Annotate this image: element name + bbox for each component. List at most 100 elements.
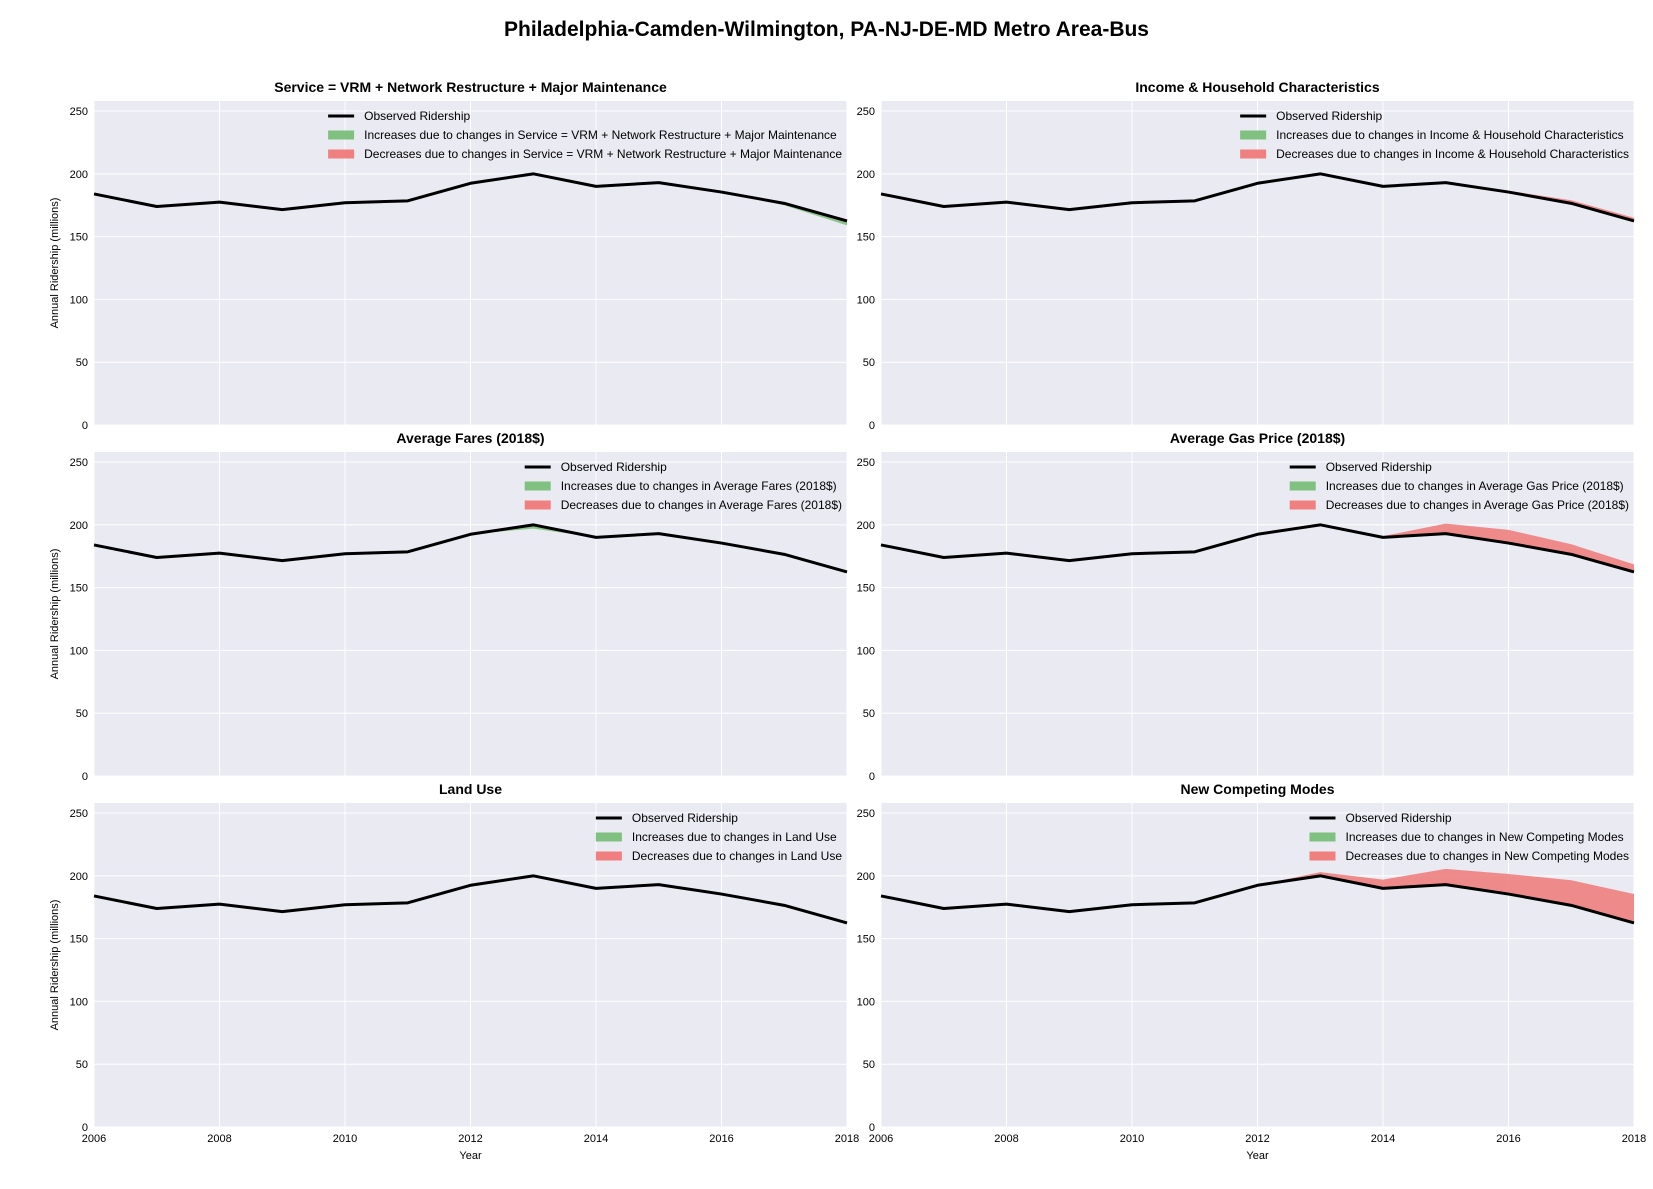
y-tick-label: 250 [70,457,88,469]
observed-ridership-line [880,874,1635,925]
legend-decrease-swatch [595,851,622,861]
y-tick-label: 200 [857,520,875,532]
x-tick-label: 2010 [333,1133,357,1145]
legend-label: Observed Ridership [364,109,470,123]
subplot-1: 0 50 100 150 200 250 Annual Ridership (million… [49,79,848,432]
y-tick-label: 50 [76,357,88,369]
y-tick-label: 100 [70,996,88,1008]
subplot-2: 0 50 100 150 200 250 Income & Household Charac… [857,79,1635,432]
y-tick-label: 250 [857,106,875,118]
legend-label: Observed Ridership [632,811,738,825]
x-tick-label: 2008 [207,1133,231,1145]
legend: Observed Ridership Increases due to chang… [328,109,842,161]
x-tick-label: 2008 [994,1133,1018,1145]
subplot-title: Average Gas Price (2018$) [1170,430,1345,446]
y-tick-label: 150 [70,934,88,946]
legend-increase-swatch [595,832,622,842]
legend: Observed Ridership Increases due to chang… [595,811,842,863]
legend-increase-swatch [328,130,355,140]
y-tick-label: 100 [857,645,875,657]
y-axis-label: Annual Ridership (millions) [49,549,61,680]
legend-label: Increases due to changes in New Competin… [1346,830,1624,844]
legend-label: Decreases due to changes in Land Use [632,849,842,863]
y-tick-label: 100 [70,645,88,657]
legend-decrease-swatch [1309,851,1336,861]
figure-title: Philadelphia-Camden-Wilmington, PA-NJ-DE… [503,18,1149,41]
y-tick-label: 0 [869,771,875,783]
x-tick-label: 2014 [1371,1133,1395,1145]
y-tick-label: 0 [82,420,88,432]
legend-decrease-swatch [524,500,551,510]
legend: Observed Ridership Increases due to chang… [1289,460,1629,512]
legend-increase-swatch [1289,481,1316,491]
y-tick-label: 50 [76,708,88,720]
y-tick-label: 150 [70,232,88,244]
y-tick-label: 150 [70,583,88,595]
legend-label: Increases due to changes in Average Fare… [561,479,837,493]
y-tick-label: 150 [857,583,875,595]
x-tick-label: 2018 [835,1133,859,1145]
legend-label: Decreases due to changes in Service = VR… [364,147,842,161]
y-axis-label: Annual Ridership (millions) [49,900,61,1031]
subplot-5: 0 50 100 150 200 250 2006 2008 2010 2012 2014 2016 2… [49,781,859,1162]
x-tick-label: 2018 [1622,1133,1646,1145]
y-tick-label: 100 [857,294,875,306]
x-axis-label: Year [459,1150,482,1162]
legend-label: Increases due to changes in Service = VR… [364,128,837,142]
legend-label: Decreases due to changes in Average Fare… [561,498,842,512]
y-tick-label: 200 [70,520,88,532]
observed-ridership-line [880,523,1635,574]
legend-label: Increases due to changes in Land Use [632,830,837,844]
y-tick-label: 150 [857,232,875,244]
observed-ridership-line [93,523,848,574]
y-tick-label: 200 [857,871,875,883]
y-tick-label: 250 [70,106,88,118]
y-tick-label: 100 [70,294,88,306]
legend-decrease-swatch [1240,149,1267,159]
y-tick-label: 0 [869,420,875,432]
legend-label: Observed Ridership [1276,109,1382,123]
y-tick-label: 50 [863,1059,875,1071]
y-tick-label: 50 [863,357,875,369]
y-tick-label: 0 [82,771,88,783]
y-tick-label: 150 [857,934,875,946]
x-tick-label: 2006 [82,1133,106,1145]
legend-label: Observed Ridership [1346,811,1452,825]
y-tick-label: 50 [76,1059,88,1071]
y-tick-label: 250 [857,457,875,469]
legend-label: Increases due to changes in Average Gas … [1326,479,1624,493]
legend-decrease-swatch [1289,500,1316,510]
legend-label: Increases due to changes in Income & Hou… [1276,128,1624,142]
y-tick-label: 250 [70,808,88,820]
subplot-4: 0 50 100 150 200 250 Average Gas Price (2018$)… [857,430,1635,783]
observed-ridership-line [93,874,848,925]
observed-ridership-line [880,172,1635,223]
observed-ridership-line [93,172,848,223]
y-tick-label: 250 [857,808,875,820]
y-tick-label: 50 [863,708,875,720]
y-tick-label: 200 [857,169,875,181]
legend-increase-swatch [1240,130,1267,140]
subplot-title: Service = VRM + Network Restructure + Ma… [274,79,667,95]
x-tick-label: 2016 [709,1133,733,1145]
legend-label: Decreases due to changes in New Competin… [1346,849,1630,863]
y-tick-label: 200 [70,871,88,883]
decrease-area [881,868,1634,923]
legend-label: Decreases due to changes in Income & Hou… [1276,147,1629,161]
x-tick-label: 2010 [1120,1133,1144,1145]
y-tick-label: 200 [70,169,88,181]
subplot-title: Average Fares (2018$) [396,430,544,446]
x-tick-label: 2012 [458,1133,482,1145]
y-axis-label: Annual Ridership (millions) [49,198,61,329]
y-tick-label: 100 [857,996,875,1008]
x-tick-label: 2016 [1496,1133,1520,1145]
legend-decrease-swatch [328,149,355,159]
legend: Observed Ridership Increases due to chang… [1240,109,1629,161]
legend-label: Observed Ridership [1326,460,1432,474]
y-tick-label: 0 [82,1122,88,1134]
legend-label: Observed Ridership [561,460,667,474]
subplot-title: New Competing Modes [1180,781,1334,797]
x-tick-label: 2006 [869,1133,893,1145]
x-axis-label: Year [1246,1150,1269,1162]
